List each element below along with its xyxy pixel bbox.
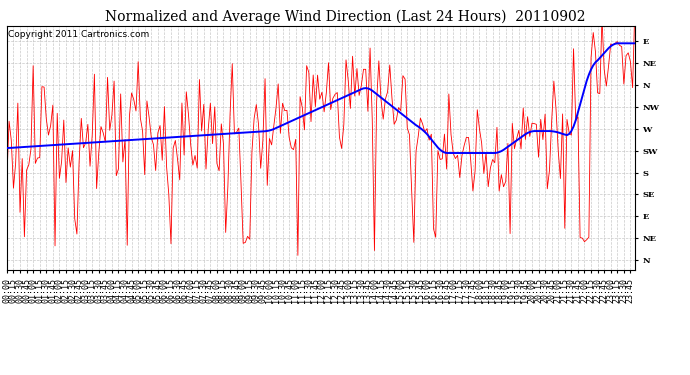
Text: Normalized and Average Wind Direction (Last 24 Hours)  20110902: Normalized and Average Wind Direction (L… bbox=[105, 9, 585, 24]
Text: Copyright 2011 Cartronics.com: Copyright 2011 Cartronics.com bbox=[8, 30, 150, 39]
